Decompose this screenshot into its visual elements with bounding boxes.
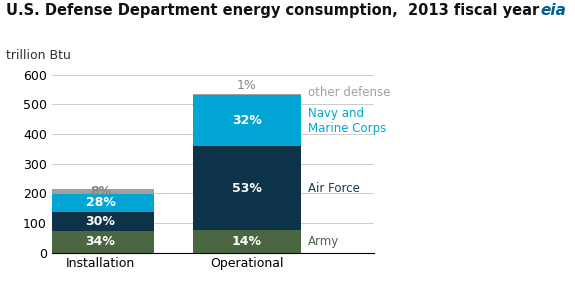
Bar xyxy=(47,212,154,231)
Text: 1%: 1% xyxy=(237,79,257,92)
Text: 14%: 14% xyxy=(232,235,262,248)
Text: U.S. Defense Department energy consumption,  2013 fiscal year: U.S. Defense Department energy consumpti… xyxy=(6,3,539,18)
Text: trillion Btu: trillion Btu xyxy=(6,49,71,62)
Bar xyxy=(193,96,301,146)
Bar xyxy=(47,231,154,253)
Text: 28%: 28% xyxy=(86,196,116,209)
Bar xyxy=(193,146,301,230)
Text: Air Force: Air Force xyxy=(308,182,361,195)
Text: 34%: 34% xyxy=(86,235,116,248)
Bar xyxy=(193,230,301,253)
Bar xyxy=(47,194,154,212)
Text: 8%: 8% xyxy=(90,185,111,198)
Text: other defense: other defense xyxy=(308,86,391,99)
Text: eia: eia xyxy=(540,3,566,18)
Text: 53%: 53% xyxy=(232,182,262,195)
Text: Army: Army xyxy=(308,235,340,248)
Text: Navy and
Marine Corps: Navy and Marine Corps xyxy=(308,107,386,135)
Bar xyxy=(193,94,301,96)
Bar xyxy=(47,189,154,194)
Text: 30%: 30% xyxy=(86,215,116,228)
Text: 32%: 32% xyxy=(232,115,262,127)
